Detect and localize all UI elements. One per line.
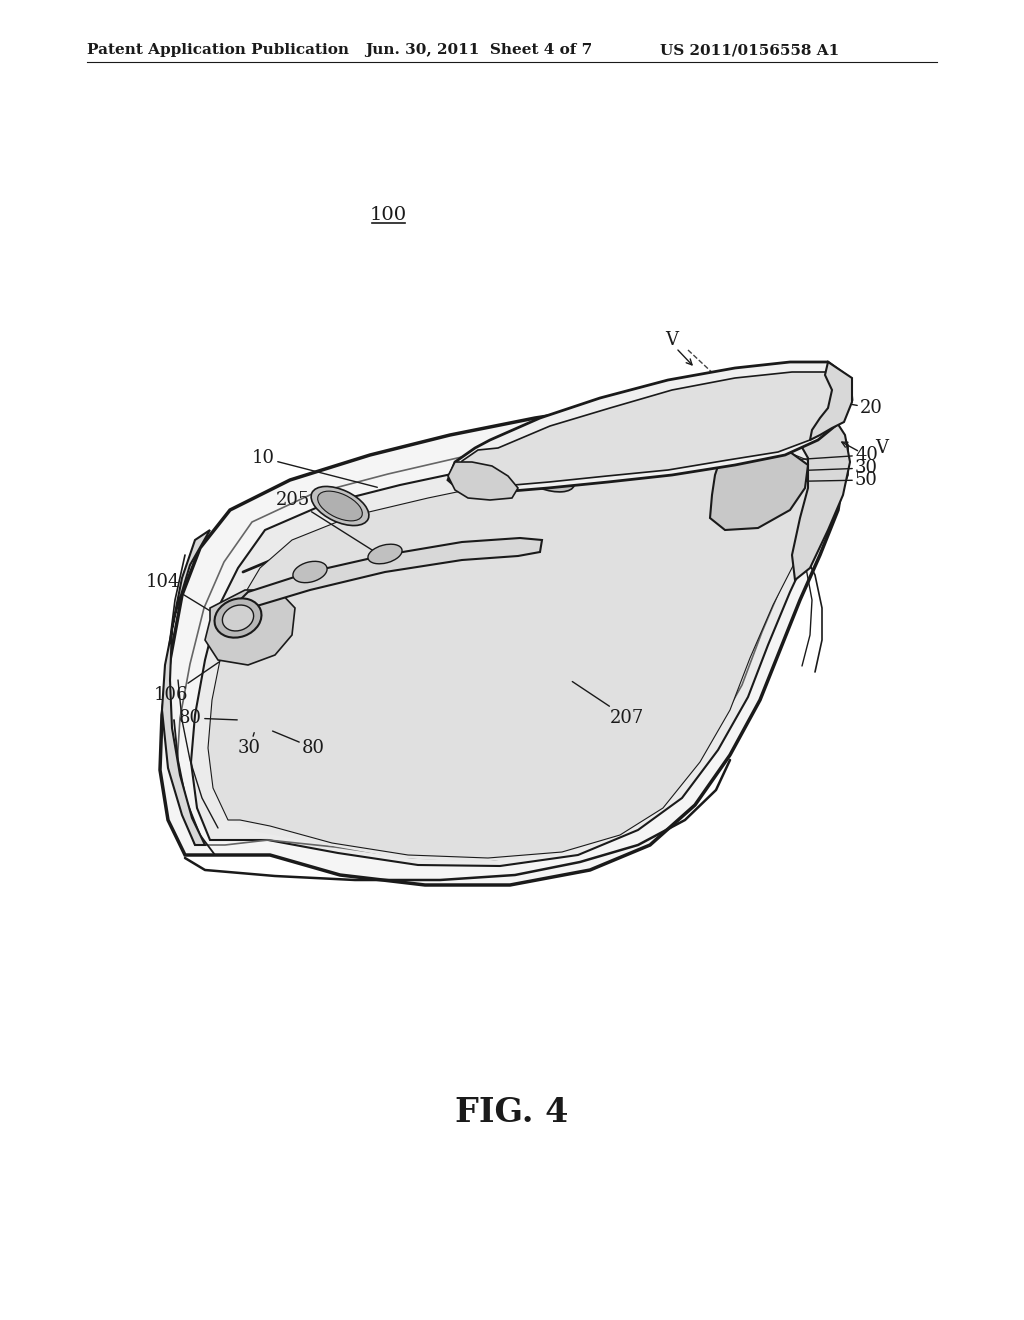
Polygon shape <box>449 362 852 492</box>
Text: 80: 80 <box>179 709 238 727</box>
Polygon shape <box>234 539 542 614</box>
Text: 30: 30 <box>765 459 878 477</box>
Ellipse shape <box>293 561 327 582</box>
Text: 30: 30 <box>238 733 261 756</box>
Text: 205: 205 <box>275 491 378 553</box>
Text: 40: 40 <box>763 446 878 465</box>
Text: 207: 207 <box>572 681 644 727</box>
Text: 10: 10 <box>252 449 377 487</box>
Polygon shape <box>205 590 295 665</box>
Text: V: V <box>666 331 679 348</box>
Text: US 2011/0156558 A1: US 2011/0156558 A1 <box>660 44 840 57</box>
Polygon shape <box>191 436 830 866</box>
Text: V: V <box>874 440 888 457</box>
Polygon shape <box>810 362 852 440</box>
Text: FIG. 4: FIG. 4 <box>456 1096 568 1129</box>
Ellipse shape <box>368 544 402 564</box>
Ellipse shape <box>718 451 737 465</box>
Polygon shape <box>208 450 822 858</box>
Polygon shape <box>162 531 210 845</box>
Ellipse shape <box>311 487 369 525</box>
Text: Patent Application Publication: Patent Application Publication <box>87 44 349 57</box>
Polygon shape <box>449 462 518 500</box>
Text: 100: 100 <box>370 206 407 224</box>
Text: 106: 106 <box>154 661 220 704</box>
Polygon shape <box>710 447 808 531</box>
Polygon shape <box>222 459 822 862</box>
Ellipse shape <box>317 491 362 521</box>
Ellipse shape <box>222 605 254 631</box>
Text: 50: 50 <box>767 471 878 488</box>
Text: Jun. 30, 2011  Sheet 4 of 7: Jun. 30, 2011 Sheet 4 of 7 <box>365 44 592 57</box>
Text: 20: 20 <box>803 396 883 417</box>
Ellipse shape <box>523 463 566 487</box>
Text: 80: 80 <box>272 731 325 756</box>
Polygon shape <box>456 372 844 487</box>
Text: 104: 104 <box>145 573 222 619</box>
Ellipse shape <box>515 458 574 492</box>
Polygon shape <box>160 399 845 884</box>
Polygon shape <box>792 412 850 579</box>
Ellipse shape <box>215 598 261 638</box>
